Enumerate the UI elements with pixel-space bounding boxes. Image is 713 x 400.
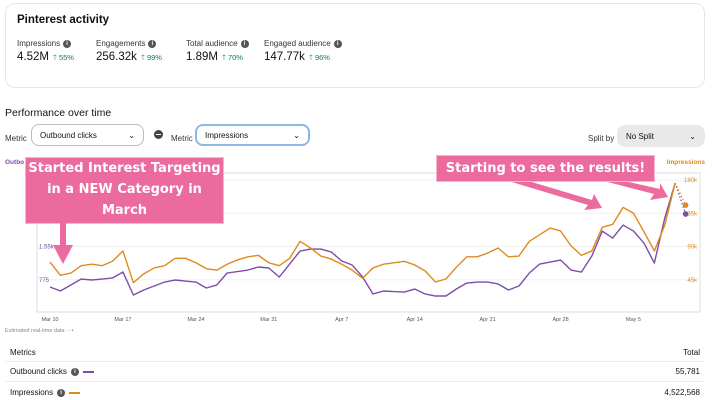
split-label: Split by xyxy=(588,134,615,143)
row-label: Outbound clicks xyxy=(10,367,67,376)
estimated-point xyxy=(682,202,689,208)
stat-engaged-audience: Engaged audience i 147.77k 🡑 96% xyxy=(264,39,342,65)
metric1-select[interactable]: Outbound clicks ⌄ xyxy=(31,124,144,146)
stat-label: Total audience i xyxy=(186,39,249,48)
stat-label: Engaged audience i xyxy=(264,39,342,48)
arrow-up-icon: 🡑 xyxy=(52,53,57,62)
stat-change-value: 99% xyxy=(146,53,162,62)
dotted-line-icon: ···• xyxy=(66,328,74,334)
estimated-point xyxy=(682,211,689,217)
right-tick-label: 90k xyxy=(687,245,698,251)
remove-metric-icon[interactable] xyxy=(154,130,163,139)
row-label: Impressions xyxy=(10,388,54,397)
row-total: 55,781 xyxy=(675,367,700,376)
right-tick-label: 45k xyxy=(687,278,698,284)
stat-value-row: 4.52M 🡑 55% xyxy=(17,51,74,65)
annotation-right: Starting to see the results! xyxy=(436,155,655,182)
split-value: No Split xyxy=(626,131,655,141)
stat-label-text: Impressions xyxy=(17,39,61,48)
chevron-down-icon: ⌄ xyxy=(293,130,300,140)
impressions-legend-swatch xyxy=(69,391,81,394)
table-row: Impressions i xyxy=(10,388,81,397)
annotation-left: Started Interest Targeting in a NEW Cate… xyxy=(25,157,224,224)
stat-change-value: 96% xyxy=(314,53,330,62)
stat-label: Impressions i xyxy=(17,39,74,48)
divider xyxy=(5,381,705,382)
performance-title: Performance over time xyxy=(5,107,112,119)
stat-total-audience: Total audience i 1.89M 🡑 70% xyxy=(186,39,249,65)
x-tick-label: Mar 24 xyxy=(187,317,204,323)
chevron-down-icon: ⌄ xyxy=(128,130,135,140)
info-icon[interactable]: i xyxy=(63,39,72,48)
x-tick-label: Apr 28 xyxy=(552,317,568,323)
clicks-legend-swatch xyxy=(82,370,94,373)
info-icon[interactable]: i xyxy=(57,388,66,397)
arrow-up-icon: 🡑 xyxy=(221,53,226,62)
stat-label: Engagements i xyxy=(96,39,162,48)
series-line-impressions xyxy=(49,182,676,284)
x-tick-label: Mar 31 xyxy=(260,317,277,323)
stat-label-text: Total audience xyxy=(186,39,238,48)
table-header-metrics: Metrics xyxy=(10,348,36,357)
left-tick-label: 775 xyxy=(39,278,50,284)
stat-change: 🡑 99% xyxy=(141,52,162,65)
stat-value: 147.77k xyxy=(264,51,305,63)
plot-border xyxy=(36,172,701,313)
stat-change: 🡑 55% xyxy=(53,52,74,65)
stat-label-text: Engaged audience xyxy=(264,39,331,48)
right-axis-title: Impressions xyxy=(666,159,705,166)
stat-value: 1.89M xyxy=(186,51,218,63)
x-tick-label: Mar 17 xyxy=(114,317,131,323)
x-tick-label: May 5 xyxy=(626,317,641,323)
estimated-label: Estimated real-time data xyxy=(5,328,65,334)
stat-change: 🡑 70% xyxy=(222,52,243,65)
x-tick-label: Apr 21 xyxy=(480,317,496,323)
metric1-value: Outbound clicks xyxy=(40,130,97,140)
split-select[interactable]: No Split ⌄ xyxy=(617,125,705,147)
arrow-down-icon xyxy=(53,245,73,264)
series-line-outbound-clicks xyxy=(49,182,676,297)
stat-value-row: 1.89M 🡑 70% xyxy=(186,51,249,65)
right-tick-label: 180k xyxy=(684,178,698,184)
left-tick-label: 1.55k xyxy=(39,245,55,251)
arrow-right-icon xyxy=(505,180,602,210)
stat-value: 256.32k xyxy=(96,51,137,63)
stat-change-value: 70% xyxy=(227,53,243,62)
divider xyxy=(5,361,705,362)
x-tick-label: Apr 14 xyxy=(407,317,423,323)
table-header-total: Total xyxy=(683,348,700,357)
arrow-shaft-left xyxy=(60,222,66,247)
right-tick-label: 135k xyxy=(684,211,698,217)
activity-card xyxy=(5,3,705,88)
row-total: 4,522,568 xyxy=(664,388,700,397)
metric2-value: Impressions xyxy=(205,130,249,140)
chevron-down-icon: ⌄ xyxy=(689,131,696,141)
x-tick-label: Apr 7 xyxy=(335,317,348,323)
info-icon[interactable]: i xyxy=(70,367,79,376)
estimated-line xyxy=(674,182,687,206)
activity-title: Pinterest activity xyxy=(17,14,110,26)
stat-engagements: Engagements i 256.32k 🡑 99% xyxy=(96,39,162,65)
stat-impressions: Impressions i 4.52M 🡑 55% xyxy=(17,39,74,65)
arrow-up-icon: 🡑 xyxy=(140,53,145,62)
stat-change: 🡑 96% xyxy=(309,52,330,65)
metric2-label: Metric xyxy=(171,134,193,143)
stat-value-row: 147.77k 🡑 96% xyxy=(264,51,342,65)
x-tick-label: Mar 10 xyxy=(41,317,58,323)
info-icon[interactable]: i xyxy=(148,39,157,48)
stat-value: 4.52M xyxy=(17,51,49,63)
table-row: Outbound clicks i xyxy=(10,367,94,376)
info-icon[interactable]: i xyxy=(333,39,342,48)
stat-label-text: Engagements xyxy=(96,39,146,48)
estimated-legend: Estimated real-time data ···• xyxy=(5,328,74,334)
metric2-select[interactable]: Impressions ⌄ xyxy=(195,124,310,146)
left-axis-title: Outbo xyxy=(5,159,25,166)
stat-value-row: 256.32k 🡑 99% xyxy=(96,51,162,65)
stat-change-value: 55% xyxy=(58,53,74,62)
info-icon[interactable]: i xyxy=(240,39,249,48)
metric-label: Metric xyxy=(5,134,27,143)
arrow-right-icon xyxy=(600,180,668,200)
arrow-up-icon: 🡑 xyxy=(308,53,313,62)
